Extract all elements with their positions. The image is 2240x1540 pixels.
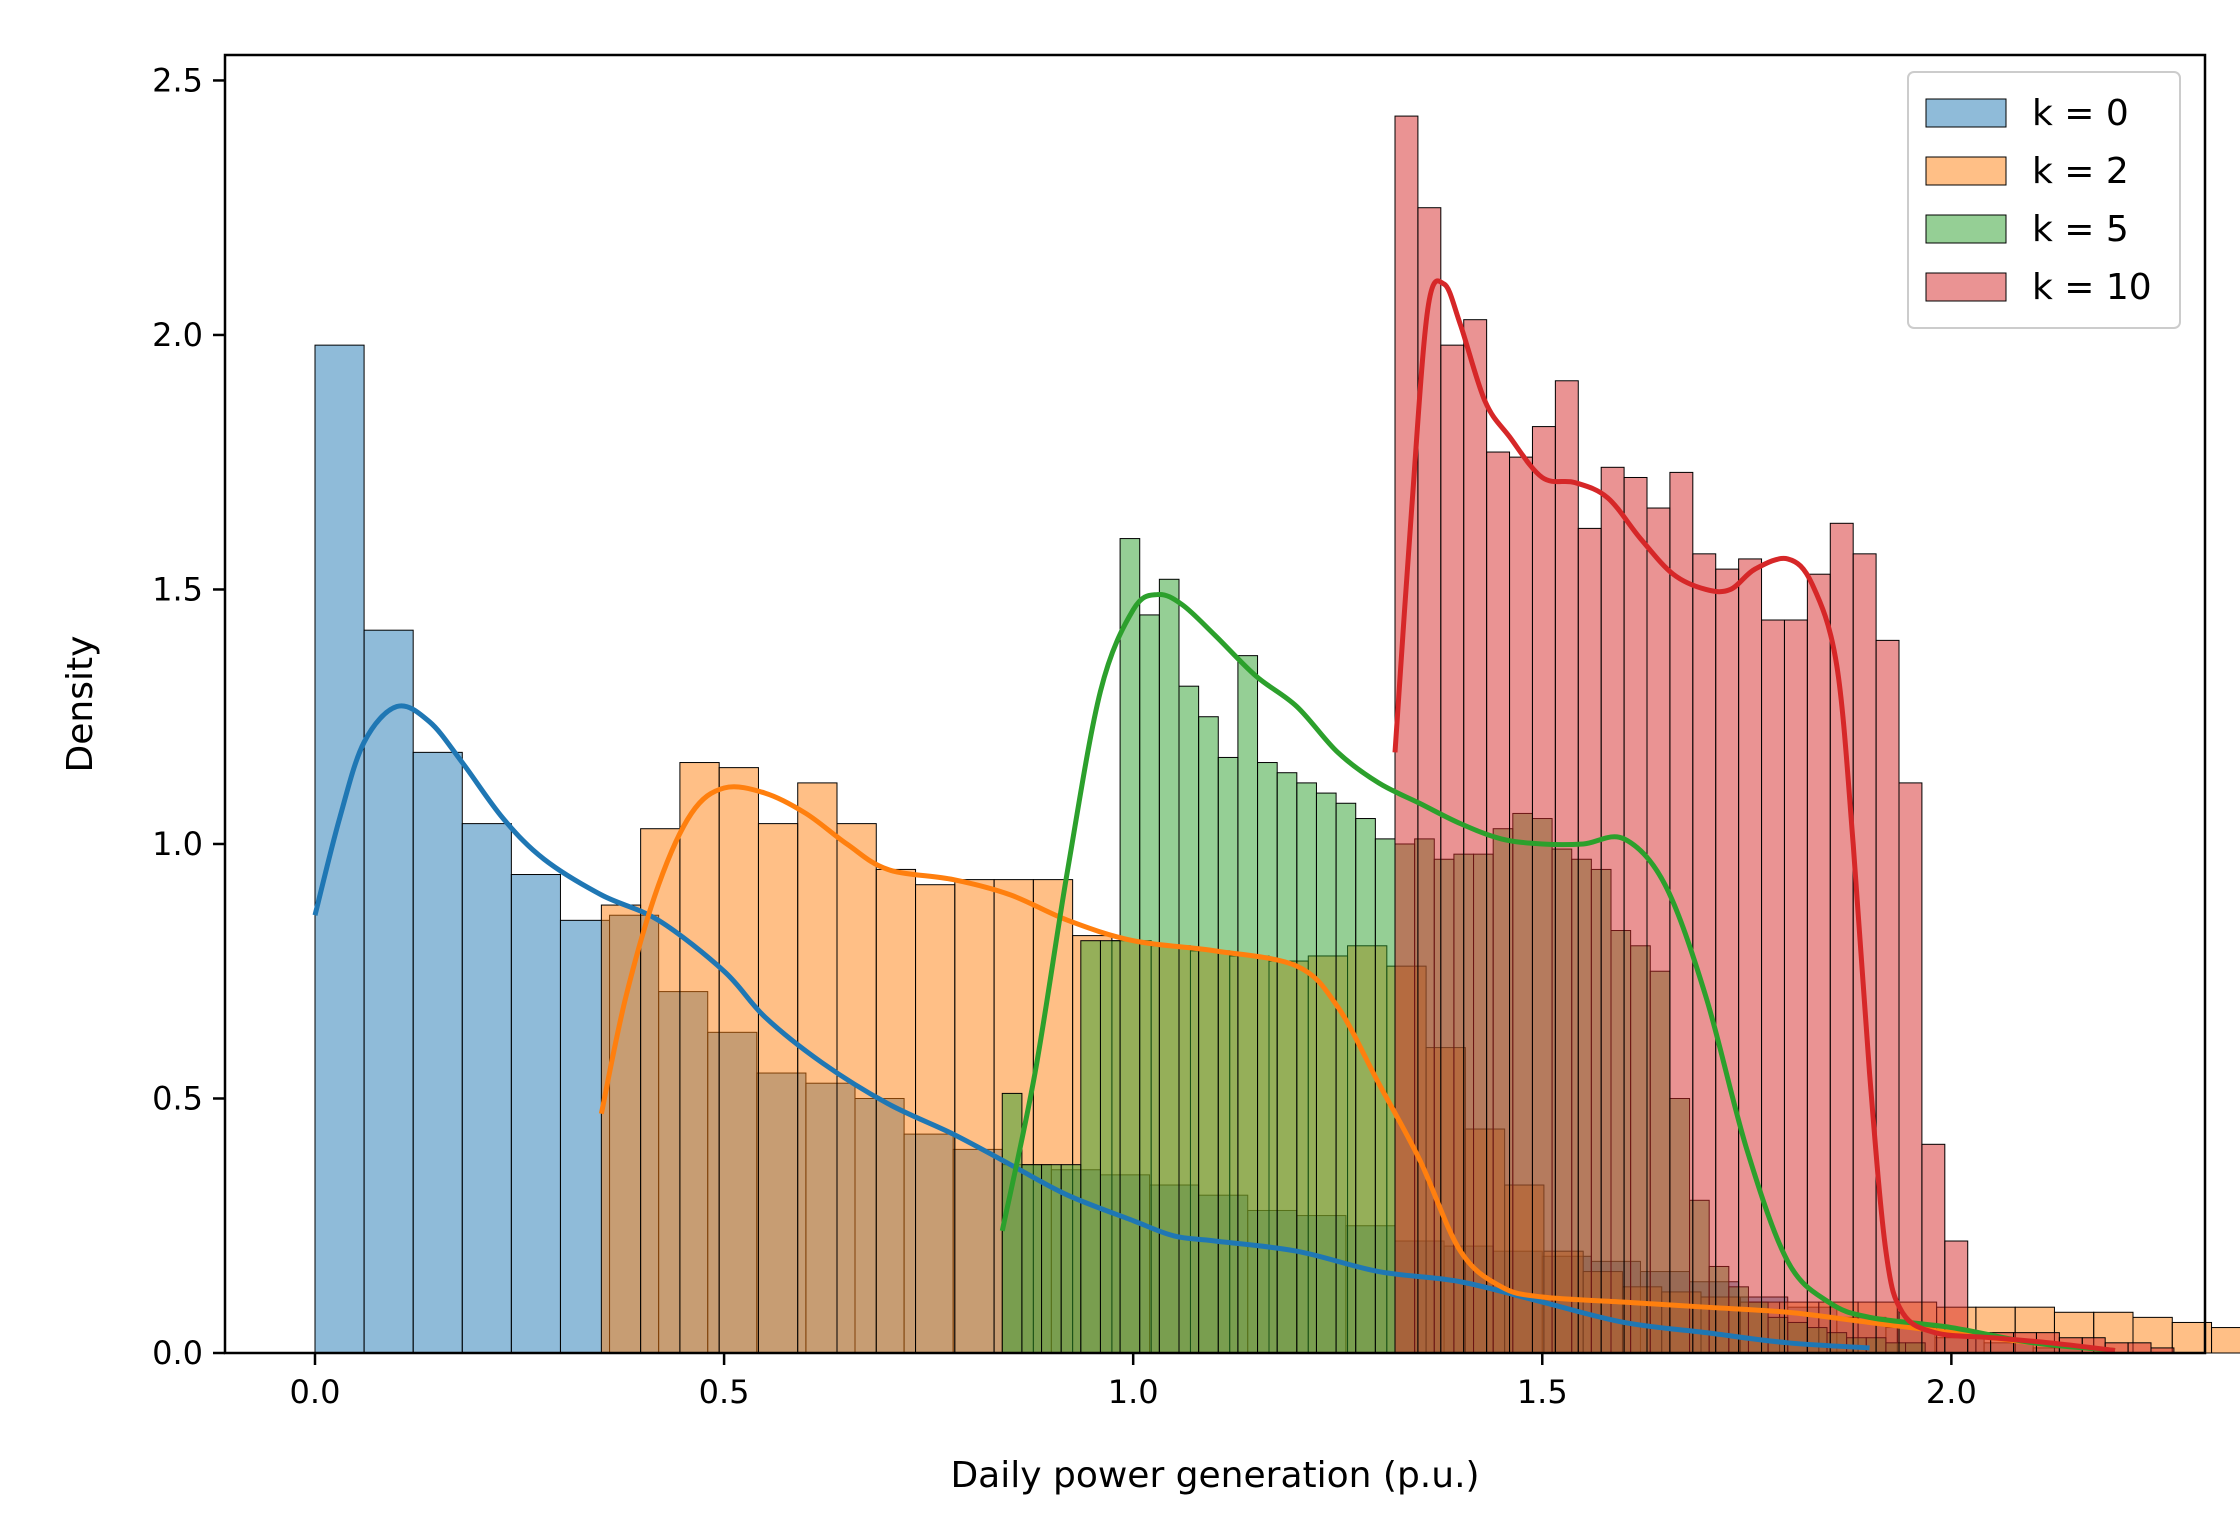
x-tick-label: 1.5 [1517, 1373, 1568, 1411]
histogram-bar [600, 904, 642, 1354]
kde-line-1 [598, 784, 2116, 1353]
histogram-bar [1296, 782, 1317, 1354]
histogram-bar [1600, 466, 1625, 1354]
histogram-bar [1509, 456, 1533, 1354]
histogram-bar [1669, 471, 1694, 1354]
histogram-bar [1623, 476, 1648, 1354]
histogram-bar [1217, 756, 1239, 1354]
y-tick-label: 0.0 [152, 1334, 203, 1372]
histogram-bar [718, 767, 759, 1354]
histogram-bar [363, 629, 414, 1354]
x-axis-label: Daily power generation (p.u.) [950, 1455, 1479, 1496]
legend-swatch [1925, 98, 2007, 128]
series-bars-3 [1394, 115, 2175, 1354]
histogram-bar [679, 762, 720, 1354]
histogram-bar [1198, 716, 1219, 1354]
histogram-bar [1178, 685, 1200, 1354]
y-tick-label: 1.5 [152, 570, 203, 608]
histogram-bar [1099, 940, 1121, 1354]
histogram-bar [1738, 558, 1763, 1354]
histogram-bar [1440, 344, 1465, 1354]
histogram-bar [1577, 527, 1602, 1354]
legend-label: k = 5 [2032, 209, 2129, 250]
x-tick-label: 1.0 [1108, 1373, 1159, 1411]
kde-layer [312, 278, 2116, 1353]
histogram-bar [1237, 655, 1259, 1354]
y-tick-label: 2.5 [152, 61, 203, 99]
x-tick-label: 0.5 [699, 1373, 750, 1411]
legend-swatch [1925, 214, 2007, 244]
x-tick-label: 0.0 [290, 1373, 341, 1411]
histogram-bar [1715, 568, 1740, 1354]
histogram-bar [1139, 614, 1160, 1354]
x-axis: 0.0 0.5 1.0 1.5 2.0 [290, 1353, 1977, 1411]
histogram-bar [954, 879, 995, 1354]
histogram-bar [2127, 1342, 2152, 1354]
histogram-bar [1554, 380, 1579, 1354]
kde-line-0 [312, 703, 1870, 1351]
histogram-bar [875, 868, 917, 1354]
histogram-bar [1257, 762, 1278, 1354]
histogram-bar [1486, 451, 1511, 1354]
histogram-bar [757, 823, 799, 1354]
legend-label: k = 10 [2032, 267, 2152, 308]
histogram-bar [1783, 619, 1808, 1354]
legend-swatch [1925, 156, 2007, 186]
histogram-bar [1852, 553, 1877, 1354]
y-tick-label: 0.5 [152, 1079, 203, 1117]
histogram-bar [412, 751, 463, 1354]
histogram-bar [1276, 772, 1298, 1354]
histogram-bar [1463, 319, 1488, 1354]
plot-frame [223, 53, 2207, 1355]
histogram-bar [1021, 1164, 1043, 1354]
histogram-bar [640, 828, 681, 1354]
legend-swatch [1925, 272, 2007, 302]
legend-label: k = 0 [2032, 93, 2129, 134]
histogram-bar [2211, 1327, 2240, 1354]
histogram-bar [1898, 782, 1923, 1354]
kde-line-3 [1392, 278, 2116, 1353]
histogram-bar [1335, 802, 1357, 1354]
histogram-bar [1080, 940, 1101, 1354]
y-tick-label: 2.0 [152, 316, 203, 354]
bars-layer [314, 115, 2240, 1354]
histogram-bar [1806, 573, 1831, 1354]
legend-label: k = 2 [2032, 151, 2129, 192]
legend-box [1907, 71, 2181, 329]
histogram-bar [510, 874, 561, 1354]
kde-line-2 [999, 591, 2116, 1353]
histogram-bar [1119, 538, 1141, 1354]
histogram-bar [1531, 426, 1556, 1354]
histogram-bar [1315, 792, 1337, 1354]
histogram-bar [1646, 507, 1671, 1354]
histogram-bar [1692, 553, 1717, 1354]
y-axis-label: Density [60, 636, 101, 773]
x-tick-label: 2.0 [1926, 1373, 1977, 1411]
histogram-bar [461, 823, 512, 1354]
y-axis: 0.0 0.5 1.0 1.5 2.0 2.5 [152, 61, 225, 1372]
histogram-bar [314, 344, 365, 1354]
legend: k = 0 k = 2 k = 5 k = 10 [1907, 71, 2181, 329]
y-tick-label: 1.0 [152, 825, 203, 863]
histogram-bar [1921, 1143, 1946, 1354]
